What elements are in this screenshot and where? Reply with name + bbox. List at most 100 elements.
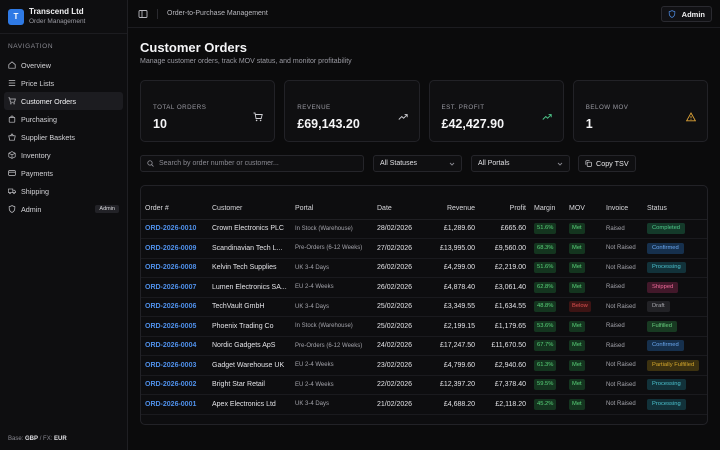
stat-card: EST. PROFIT £42,427.90 [428, 80, 564, 142]
role-badge: Admin [95, 205, 119, 213]
column-header[interactable]: Revenue [428, 186, 483, 220]
user-menu-button[interactable]: Admin [660, 6, 712, 22]
column-header[interactable]: Date [377, 186, 428, 220]
invoice-cell: Not Raised [606, 297, 647, 317]
portal-select[interactable]: All Portals [471, 155, 570, 172]
customer-cell: Phoenix Trading Co [212, 316, 295, 337]
sidebar-item-price-lists[interactable]: Price Lists [4, 74, 123, 92]
column-header[interactable]: MOV [569, 186, 606, 220]
table-row[interactable]: ORD-2026-0003 Gadget Warehouse UK EU 2-4 W… [141, 355, 707, 376]
stat-value: 10 [153, 117, 167, 131]
invoice-cell: Raised [606, 336, 647, 356]
order-cell[interactable]: ORD-2026-0006 [141, 297, 212, 317]
sidebar-item-customer-orders[interactable]: Customer Orders [4, 92, 123, 110]
order-link[interactable]: ORD-2026-0008 [145, 264, 197, 272]
sidebar-toggle-icon[interactable] [138, 9, 148, 19]
truck-icon [8, 187, 16, 195]
order-cell[interactable]: ORD-2026-0005 [141, 316, 212, 337]
mov-badge: Met [569, 262, 585, 274]
search-icon [147, 160, 154, 167]
sidebar-item-shipping[interactable]: Shipping [4, 182, 123, 200]
date-cell: 26/02/2026 [377, 277, 428, 298]
table-row[interactable]: ORD-2026-0006 TechVault GmbH UK 3-4 Days 25… [141, 297, 707, 317]
mov-cell: Met [569, 316, 606, 337]
column-header[interactable]: Invoice [606, 186, 647, 220]
table-row[interactable]: ORD-2026-0005 Phoenix Trading Co In Stock … [141, 316, 707, 337]
order-link[interactable]: ORD-2026-0003 [145, 361, 197, 369]
sidebar-item-purchasing[interactable]: Purchasing [4, 110, 123, 128]
order-cell[interactable]: ORD-2026-0007 [141, 277, 212, 298]
order-cell[interactable]: ORD-2026-0009 [141, 238, 212, 259]
order-link[interactable]: ORD-2026-0006 [145, 303, 197, 311]
order-cell[interactable]: ORD-2026-0010 [141, 219, 212, 239]
column-header[interactable]: Profit [483, 186, 534, 220]
orders-table: Order # Customer Portal Date Revenue Profit Ma… [140, 185, 708, 425]
table-row[interactable]: ORD-2026-0007 Lumen Electronics SA... EU 2… [141, 277, 707, 298]
mov-badge: Met [569, 242, 585, 254]
order-link[interactable]: ORD-2026-0010 [145, 225, 197, 233]
table-row[interactable]: ORD-2026-0004 Nordic Gadgets ApS Pre-Order… [141, 336, 707, 356]
portal-cell: EU 2-4 Weeks [295, 355, 377, 376]
table-row[interactable]: ORD-2026-0002 Bright Star Retail EU 2-4 We… [141, 375, 707, 395]
mov-cell: Met [569, 277, 606, 298]
margin-badge: 61.3% [534, 359, 557, 371]
column-header[interactable]: Margin [534, 186, 569, 220]
user-menu-label: Admin [681, 9, 705, 19]
margin-cell: 62.8% [534, 277, 569, 298]
margin-badge: 68.3% [534, 242, 557, 254]
stat-label: EST. PROFIT [441, 104, 485, 111]
margin-cell: 51.6% [534, 219, 569, 239]
search-input[interactable]: Search by order number or customer... [140, 155, 364, 172]
sidebar-item-label: Admin [21, 204, 42, 214]
revenue-cell: £12,397.20 [428, 375, 483, 395]
order-link[interactable]: ORD-2026-0001 [145, 400, 197, 408]
order-link[interactable]: ORD-2026-0002 [145, 381, 197, 389]
sidebar-item-admin[interactable]: Admin Admin [4, 200, 123, 218]
margin-badge: 45.2% [534, 398, 557, 410]
order-link[interactable]: ORD-2026-0004 [145, 342, 197, 350]
order-cell[interactable]: ORD-2026-0001 [141, 394, 212, 415]
sidebar-item-label: Overview [21, 60, 51, 70]
order-link[interactable]: ORD-2026-0009 [145, 244, 197, 252]
base-label: Base: [8, 436, 24, 442]
base-currency: GBP [25, 436, 39, 442]
copy-tsv-label: Copy TSV [596, 159, 629, 168]
date-cell: 26/02/2026 [377, 258, 428, 278]
status-badge: Processing [647, 398, 686, 410]
status-select[interactable]: All Statuses [373, 155, 462, 172]
column-header[interactable]: Status [647, 186, 707, 220]
column-header[interactable]: Order # [141, 186, 212, 220]
brand[interactable]: T Transcend Ltd Order Management [0, 0, 127, 34]
table-body: ORD-2026-0010 Crown Electronics PLC In Sto… [141, 219, 707, 415]
column-header[interactable]: Portal [295, 186, 377, 220]
copy-tsv-button[interactable]: Copy TSV [578, 155, 636, 172]
order-cell[interactable]: ORD-2026-0002 [141, 375, 212, 395]
margin-cell: 45.2% [534, 394, 569, 415]
order-cell[interactable]: ORD-2026-0004 [141, 336, 212, 356]
warning-icon [685, 112, 697, 122]
order-cell[interactable]: ORD-2026-0008 [141, 258, 212, 278]
date-cell: 25/02/2026 [377, 297, 428, 317]
order-link[interactable]: ORD-2026-0007 [145, 283, 197, 291]
margin-cell: 53.6% [534, 316, 569, 337]
mov-cell: Met [569, 355, 606, 376]
sidebar-item-label: Price Lists [21, 78, 55, 88]
order-link[interactable]: ORD-2026-0005 [145, 322, 197, 330]
sidebar-item-inventory[interactable]: Inventory [4, 146, 123, 164]
status-cell: Fulfilled [647, 316, 707, 337]
order-cell[interactable]: ORD-2026-0003 [141, 355, 212, 376]
table-row[interactable]: ORD-2026-0010 Crown Electronics PLC In Sto… [141, 219, 707, 239]
customer-cell: Apex Electronics Ltd [212, 394, 295, 415]
table-row[interactable]: ORD-2026-0009 Scandinavian Tech L... Pre-O… [141, 238, 707, 259]
cart-icon [253, 112, 264, 122]
table-row[interactable]: ORD-2026-0001 Apex Electronics Ltd UK 3-4 … [141, 394, 707, 415]
sidebar-item-supplier-baskets[interactable]: Supplier Baskets [4, 128, 123, 146]
portal-cell: Pre-Orders (6-12 Weeks) [295, 238, 377, 259]
revenue-cell: £2,199.15 [428, 316, 483, 337]
mov-badge: Met [569, 340, 585, 352]
table-row[interactable]: ORD-2026-0008 Kelvin Tech Supplies UK 3-4 … [141, 258, 707, 278]
margin-badge: 51.6% [534, 223, 557, 235]
sidebar-item-overview[interactable]: Overview [4, 56, 123, 74]
column-header[interactable]: Customer [212, 186, 295, 220]
sidebar-item-payments[interactable]: Payments [4, 164, 123, 182]
